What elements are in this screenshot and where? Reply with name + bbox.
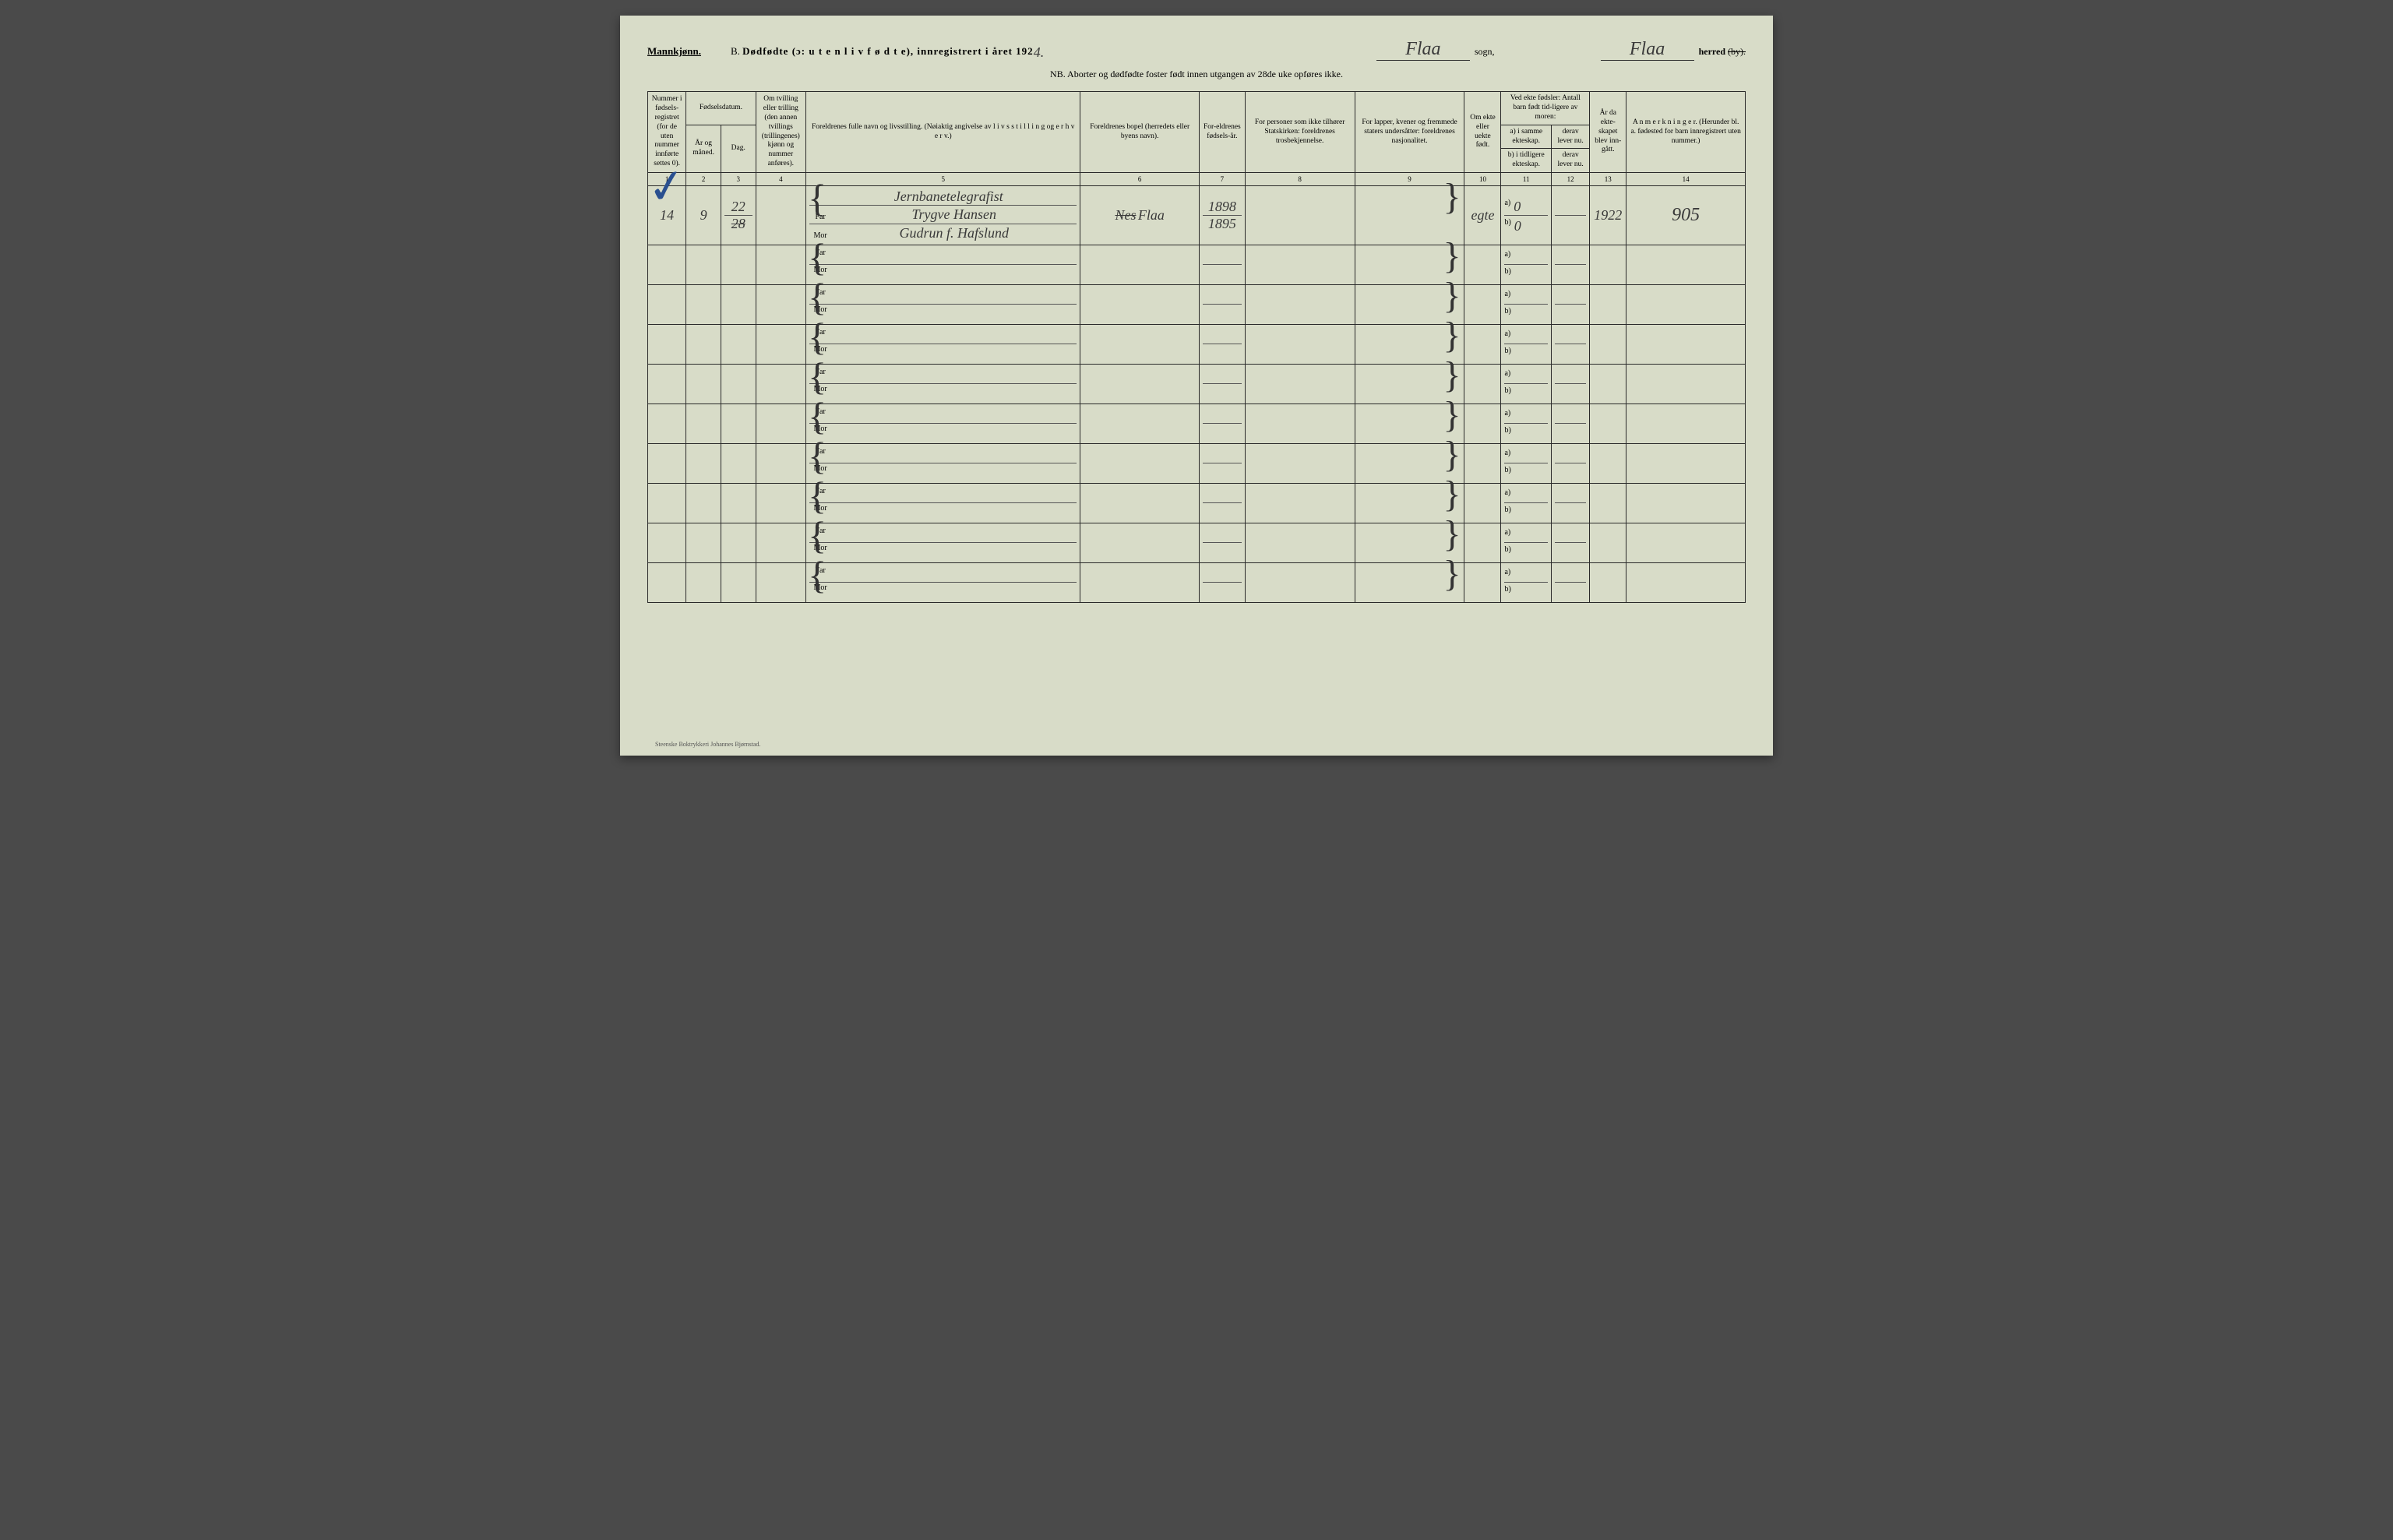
col-header-11a: a) i samme ekteskap. [1501, 125, 1552, 149]
col-header-4: Om tvilling eller trilling (den annen tv… [756, 92, 806, 173]
father-name: Trygve Hansen [831, 206, 1077, 223]
entry-bopel: Nes Flaa [1080, 186, 1200, 245]
entry-remarks: 905 [1672, 205, 1700, 225]
brace-icon: { [808, 188, 826, 210]
herred-field: Flaa herred (by). [1601, 39, 1746, 61]
header-row: Mannkjønn. B. Dødfødte (ɔ: u t e n l i v… [647, 39, 1746, 61]
brace-icon: { [808, 565, 826, 587]
herred-label: herred [1699, 46, 1725, 57]
entry-parents: { Jernbanetelegrafist Far Trygve Hansen … [806, 186, 1080, 245]
brace-icon: } [1443, 325, 1461, 347]
brace-icon: } [1443, 404, 1461, 427]
table-row: { Far Mor } a) b) [648, 563, 1746, 603]
col-header-2: År og måned. [686, 125, 721, 173]
col-header-13: År da ekte-skapet blev inn-gått. [1590, 92, 1626, 173]
table-body: 14 9 22 28 { Jernbanetelegrafist Far Try… [648, 186, 1746, 603]
brace-icon: { [808, 406, 826, 428]
entry-occupation: Jernbanetelegrafist [894, 189, 1003, 204]
entry-living [1552, 186, 1590, 245]
col-header-5: Foreldrenes fulle navn og livsstilling. … [806, 92, 1080, 173]
col-header-12b: derav lever nu. [1552, 149, 1590, 173]
brace-icon: } [1443, 444, 1461, 467]
printer-footer: Steenske Boktrykkeri Johannes Bjørnstad. [655, 741, 761, 748]
col-header-date: Fødselsdatum. [686, 92, 756, 125]
brace-icon: { [808, 287, 826, 308]
year-digit: 4. [1034, 44, 1045, 61]
entry-marriage-year: 1922 [1594, 207, 1622, 223]
entry-religion [1245, 186, 1355, 245]
herred-value: Flaa [1601, 39, 1694, 61]
table-header: Nummer i fødsels-registret (for de uten … [648, 92, 1746, 186]
brace-icon: } [1443, 285, 1461, 308]
brace-icon: { [808, 366, 826, 388]
entry-prev-children: a)0 b)0 [1501, 186, 1552, 245]
brace-icon: { [808, 326, 826, 348]
mother-year: 1895 [1208, 216, 1236, 231]
brace-icon: } [1443, 563, 1461, 586]
col-header-10: Om ekte eller uekte født. [1464, 92, 1501, 173]
brace-icon: } [1443, 186, 1461, 209]
checkmark-annotation: ✓ [643, 157, 690, 217]
mother-name: Gudrun f. Hafslund [831, 225, 1077, 241]
brace-icon: } [1443, 245, 1461, 268]
sogn-field: Flaa sogn, [1376, 39, 1495, 61]
sogn-value: Flaa [1376, 39, 1470, 61]
entry-day: 22 28 [721, 186, 756, 245]
herred-struck: (by). [1728, 46, 1746, 57]
col-header-9: For lapper, kvener og fremmede staters u… [1355, 92, 1464, 173]
entry-year-month: 9 [700, 207, 707, 223]
col-header-3: Dag. [721, 125, 756, 173]
brace-icon: } [1443, 484, 1461, 506]
col-header-14: A n m e r k n i n g e r. (Herunder bl. a… [1626, 92, 1746, 173]
gender-label: Mannkjønn. [647, 45, 701, 58]
nb-note: NB. Aborter og dødfødte foster født inne… [647, 69, 1746, 80]
brace-icon: } [1443, 365, 1461, 387]
col-header-7: For-eldrenes fødsels-år. [1200, 92, 1246, 173]
brace-icon: } [1443, 523, 1461, 546]
brace-icon: { [808, 525, 826, 547]
entry-ekte: egte [1471, 207, 1494, 223]
brace-icon: { [808, 485, 826, 507]
entry-birth-years: 1898 1895 [1200, 186, 1246, 245]
brace-icon: { [808, 446, 826, 467]
brace-icon: { [808, 247, 826, 269]
register-table: Nummer i fødsels-registret (for de uten … [647, 91, 1746, 603]
father-year: 1898 [1208, 199, 1236, 214]
col-header-8: For personer som ikke tilhører Statskirk… [1245, 92, 1355, 173]
col-header-12a: derav lever nu. [1552, 125, 1590, 149]
entry-twin [756, 186, 806, 245]
sogn-label: sogn, [1475, 46, 1495, 58]
col-header-6: Foreldrenes bopel (herredets eller byens… [1080, 92, 1200, 173]
form-title: B. Dødfødte (ɔ: u t e n l i v f ø d t e)… [731, 42, 1044, 58]
document-page: ✓ Mannkjønn. B. Dødfødte (ɔ: u t e n l i… [620, 16, 1773, 756]
col-header-11b: b) i tidligere ekteskap. [1501, 149, 1552, 173]
col-header-11-12: Ved ekte fødsler: Antall barn født tid-l… [1501, 92, 1590, 125]
